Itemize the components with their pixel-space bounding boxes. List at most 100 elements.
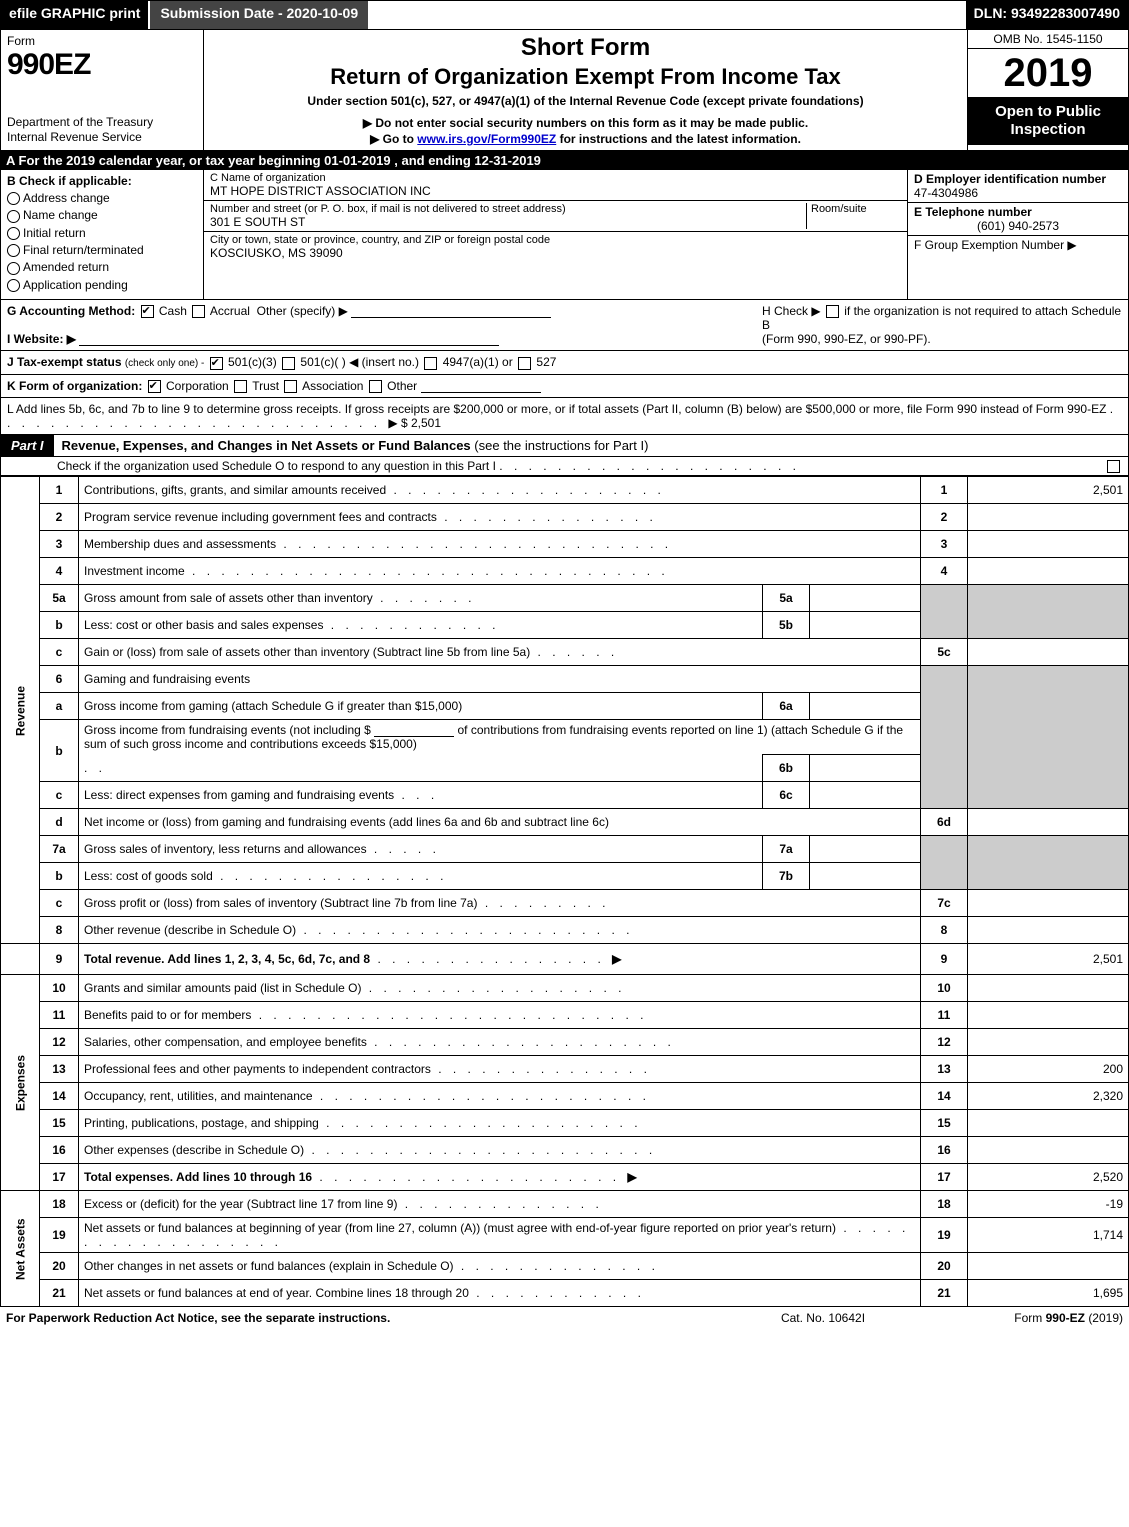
ln-6b-num: b (40, 720, 79, 782)
ln-8-col: 8 (921, 917, 968, 944)
ln-6c-num: c (40, 782, 79, 809)
irs-link[interactable]: www.irs.gov/Form990EZ (417, 132, 556, 146)
ck-name-change[interactable]: Name change (7, 208, 197, 222)
line-15: 15 Printing, publications, postage, and … (1, 1110, 1129, 1137)
line-5c: c Gain or (loss) from sale of assets oth… (1, 639, 1129, 666)
part-1-table: Revenue 1 Contributions, gifts, grants, … (0, 476, 1129, 1307)
do-not-enter: ▶ Do not enter social security numbers o… (210, 116, 961, 130)
ln-4-amt (968, 558, 1129, 585)
ln-14-num: 14 (40, 1083, 79, 1110)
website-input[interactable] (79, 333, 499, 346)
ln-3-amt (968, 531, 1129, 558)
ln-1-col: 1 (921, 477, 968, 504)
ck-initial-return[interactable]: Initial return (7, 226, 197, 240)
ln-7b-num: b (40, 863, 79, 890)
h-line1: H Check ▶ (762, 304, 821, 318)
ck-application-pending[interactable]: Application pending (7, 278, 197, 292)
footer-right: Form 990-EZ (2019) (923, 1311, 1123, 1325)
sched-o-checkbox[interactable] (1107, 460, 1120, 473)
short-form-title: Short Form (210, 34, 961, 62)
j-hint: (check only one) - (125, 358, 204, 369)
phone-value: (601) 940-2573 (914, 219, 1122, 233)
ln-5c-num: c (40, 639, 79, 666)
ln-2-num: 2 (40, 504, 79, 531)
sched-o-row: Check if the organization used Schedule … (0, 457, 1129, 476)
ln-6c-sub: 6c (763, 782, 810, 809)
sched-o-text: Check if the organization used Schedule … (57, 459, 496, 473)
ln-6b-amount-input[interactable] (374, 724, 454, 737)
j-527-checkbox[interactable] (518, 357, 531, 370)
ln-16-amt (968, 1137, 1129, 1164)
line-18: Net Assets 18 Excess or (deficit) for th… (1, 1191, 1129, 1218)
ln-20-desc: Other changes in net assets or fund bala… (84, 1259, 454, 1273)
ln-18-desc: Excess or (deficit) for the year (Subtra… (84, 1197, 397, 1211)
k-corp-checkbox[interactable] (148, 380, 161, 393)
h-checkbox[interactable] (826, 305, 839, 318)
part-1-title-hint: (see the instructions for Part I) (474, 438, 648, 453)
ln-11-amt (968, 1002, 1129, 1029)
ln-8-amt (968, 917, 1129, 944)
ln-2-col: 2 (921, 504, 968, 531)
line-5a: 5a Gross amount from sale of assets othe… (1, 585, 1129, 612)
top-bar: efile GRAPHIC print Submission Date - 20… (0, 0, 1129, 30)
submission-date-label: Submission Date - 2020-10-09 (148, 1, 368, 29)
ln-21-col: 21 (921, 1280, 968, 1307)
ln-15-col: 15 (921, 1110, 968, 1137)
header-left: Form 990EZ Department of the Treasury In… (1, 30, 204, 150)
ln-17-desc: Total expenses. Add lines 10 through 16 (84, 1170, 312, 1184)
grey-cell (968, 836, 1129, 890)
k-opt2: Association (302, 379, 363, 393)
ln-7b-desc: Less: cost of goods sold (84, 869, 213, 883)
j-opt2: 501(c)( ) (300, 355, 345, 369)
j-opt2-hint: ◀ (insert no.) (349, 355, 419, 369)
section-j: J Tax-exempt status (check only one) - 5… (0, 351, 1129, 374)
expenses-side-label: Expenses (1, 975, 40, 1191)
ln-10-num: 10 (40, 975, 79, 1002)
ck-final-return[interactable]: Final return/terminated (7, 243, 197, 257)
k-other-checkbox[interactable] (369, 380, 382, 393)
ln-21-num: 21 (40, 1280, 79, 1307)
j-501c-checkbox[interactable] (282, 357, 295, 370)
j-label: J Tax-exempt status (7, 355, 122, 369)
period-row: A For the 2019 calendar year, or tax yea… (0, 151, 1129, 170)
ln-6c-desc: Less: direct expenses from gaming and fu… (84, 788, 394, 802)
ln-7a-desc: Gross sales of inventory, less returns a… (84, 842, 367, 856)
ln-4-col: 4 (921, 558, 968, 585)
g-other-input[interactable] (351, 305, 551, 318)
ln-7c-num: c (40, 890, 79, 917)
h-line2: (Form 990, 990-EZ, or 990-PF). (762, 332, 931, 346)
ln-6d-amt (968, 809, 1129, 836)
grey-cell (921, 585, 968, 639)
c-city-label: City or town, state or province, country… (210, 234, 901, 246)
k-other-input[interactable] (421, 380, 541, 393)
ln-5a-sub: 5a (763, 585, 810, 612)
line-4: 4 Investment income . . . . . . . . . . … (1, 558, 1129, 585)
section-c: C Name of organization MT HOPE DISTRICT … (204, 170, 907, 299)
j-4947-checkbox[interactable] (424, 357, 437, 370)
line-21: 21 Net assets or fund balances at end of… (1, 1280, 1129, 1307)
arrow-icon: ▶ (612, 952, 621, 966)
ln-13-desc: Professional fees and other payments to … (84, 1062, 431, 1076)
part-1-label: Part I (1, 435, 54, 456)
line-7a: 7a Gross sales of inventory, less return… (1, 836, 1129, 863)
ck-label: Final return/terminated (23, 243, 144, 257)
grey-cell (921, 666, 968, 809)
ck-label: Initial return (23, 226, 86, 240)
ck-address-change[interactable]: Address change (7, 191, 197, 205)
ln-4-desc: Investment income (84, 564, 185, 578)
efile-print-label[interactable]: efile GRAPHIC print (1, 1, 148, 29)
form-word: Form (7, 34, 197, 48)
k-trust-checkbox[interactable] (234, 380, 247, 393)
g-accrual-label: Accrual (210, 304, 250, 318)
ln-20-col: 20 (921, 1253, 968, 1280)
g-cash-checkbox[interactable] (141, 305, 154, 318)
j-501c3-checkbox[interactable] (210, 357, 223, 370)
ln-14-desc: Occupancy, rent, utilities, and maintena… (84, 1089, 313, 1103)
ck-amended-return[interactable]: Amended return (7, 260, 197, 274)
ln-9-num: 9 (40, 944, 79, 975)
ln-18-amt: -19 (968, 1191, 1129, 1218)
g-accrual-checkbox[interactable] (192, 305, 205, 318)
group-exemption-label: F Group Exemption Number ▶ (914, 238, 1077, 252)
j-opt1: 501(c)(3) (228, 355, 277, 369)
k-assoc-checkbox[interactable] (284, 380, 297, 393)
